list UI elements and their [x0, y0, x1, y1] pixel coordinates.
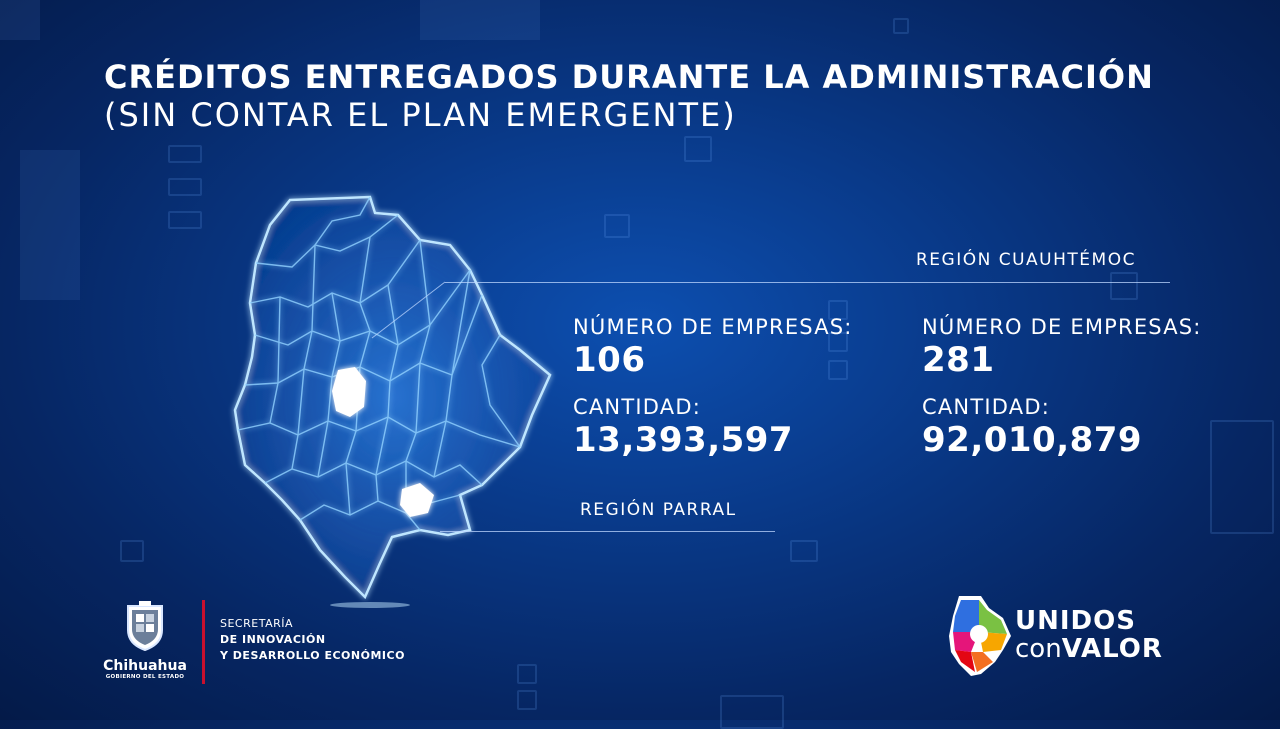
parral-cantidad-label: CANTIDAD: — [573, 395, 701, 419]
secretaria-text: SECRETARÍA DE INNOVACIÓN Y DESARROLLO EC… — [220, 616, 405, 664]
cuauhtemoc-stats: NÚMERO DE EMPRESAS: 281 CANTIDAD: 92,010… — [922, 314, 1202, 460]
parral-highlight — [400, 483, 434, 517]
page-title: CRÉDITOS ENTREGADOS DURANTE LA ADMINISTR… — [104, 58, 1154, 134]
title-line-1: CRÉDITOS ENTREGADOS DURANTE LA ADMINISTR… — [104, 58, 1154, 96]
cuauhtemoc-highlight — [332, 367, 366, 417]
cuauhtemoc-connector — [371, 281, 446, 339]
dept-line-1: DE INNOVACIÓN — [220, 633, 326, 646]
brand-con: con — [1015, 634, 1062, 664]
cuauhtemoc-leader-line — [445, 282, 1170, 283]
cuauhtemoc-cantidad-value: 92,010,879 — [922, 420, 1143, 460]
brand-unidos: UNIDOS — [1015, 606, 1136, 636]
parral-cantidad-value: 13,393,597 — [573, 420, 794, 460]
chihuahua-map — [233, 195, 552, 608]
parral-empresas-value: 106 — [573, 340, 646, 380]
parral-leader-line — [440, 531, 775, 532]
secretaria-label: SECRETARÍA — [220, 617, 294, 630]
unidos-con-valor-logo: UNIDOS conVALOR — [945, 592, 1205, 684]
coat-of-arms-icon — [127, 601, 163, 652]
colorful-state-icon — [949, 596, 1011, 676]
footer-divider — [202, 600, 205, 684]
government-logo: Chihuahua GOBIERNO DEL ESTADO — [100, 600, 190, 680]
gov-name: Chihuahua — [103, 658, 187, 674]
parral-empresas-label: NÚMERO DE EMPRESAS: — [573, 315, 853, 339]
cuauhtemoc-empresas-label: NÚMERO DE EMPRESAS: — [922, 315, 1202, 339]
brand-valor: VALOR — [1061, 634, 1163, 664]
title-line-2: (SIN CONTAR EL PLAN EMERGENTE) — [104, 96, 737, 134]
cuauhtemoc-empresas-value: 281 — [922, 340, 995, 380]
gov-subtitle: GOBIERNO DEL ESTADO — [105, 674, 185, 680]
parral-stats: NÚMERO DE EMPRESAS: 106 CANTIDAD: 13,393… — [573, 314, 853, 460]
dept-line-2: Y DESARROLLO ECONÓMICO — [220, 649, 405, 662]
cuauhtemoc-cantidad-label: CANTIDAD: — [922, 395, 1050, 419]
region-parral-label: REGIÓN PARRAL — [580, 500, 737, 520]
region-cuauhtemoc-label: REGIÓN CUAUHTÉMOC — [916, 250, 1136, 270]
brand-con-valor: conVALOR — [1015, 634, 1163, 664]
